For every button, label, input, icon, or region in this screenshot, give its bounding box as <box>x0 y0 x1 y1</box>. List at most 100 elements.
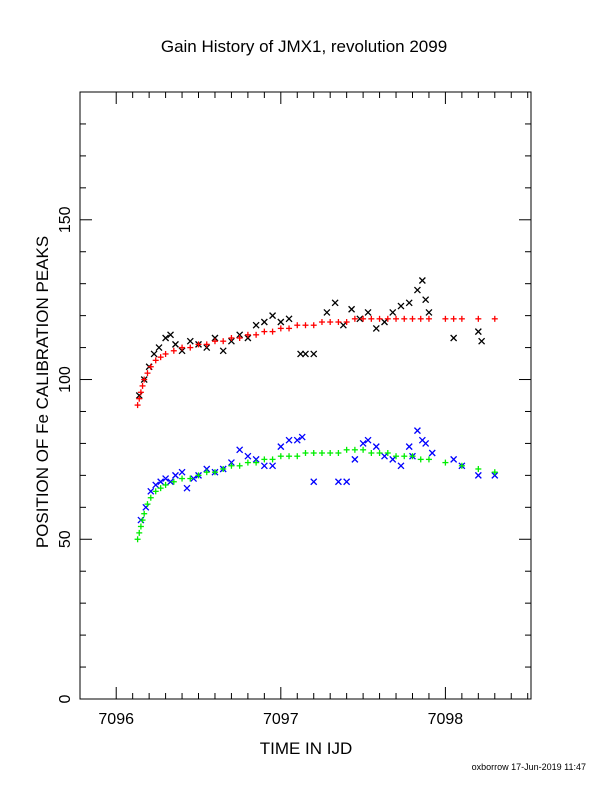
data-point <box>253 459 260 466</box>
data-point <box>397 462 405 470</box>
data-point <box>474 328 482 336</box>
data-point <box>228 462 235 469</box>
data-point <box>425 308 433 316</box>
data-point <box>302 322 309 329</box>
data-point <box>157 485 164 492</box>
y-tick-label: 0 <box>57 694 74 703</box>
data-point <box>220 465 227 472</box>
data-point <box>442 459 449 466</box>
data-point <box>458 462 465 469</box>
data-point <box>172 340 179 348</box>
data-point <box>359 439 367 447</box>
data-point <box>203 465 211 473</box>
data-point <box>152 357 159 364</box>
data-point <box>144 501 151 508</box>
data-point <box>450 455 458 463</box>
footer-stamp: oxborrow 17-Jun-2019 11:47 <box>472 762 586 772</box>
data-point <box>236 462 243 469</box>
data-point <box>157 478 165 486</box>
data-point <box>147 487 155 495</box>
data-point <box>269 328 276 335</box>
data-point <box>286 325 293 332</box>
data-point <box>183 484 191 492</box>
data-point <box>178 468 186 476</box>
data-point <box>285 315 293 323</box>
data-point <box>351 315 358 322</box>
data-point <box>294 322 301 329</box>
data-point <box>475 315 482 322</box>
data-point <box>310 450 317 457</box>
data-point <box>277 453 284 460</box>
data-point <box>405 443 413 451</box>
data-point <box>393 315 400 322</box>
data-point <box>195 341 202 348</box>
data-point <box>360 315 367 322</box>
y-tick-label: 100 <box>57 366 74 393</box>
data-point <box>139 517 146 524</box>
data-point <box>413 427 421 435</box>
data-point <box>211 469 218 476</box>
data-point <box>170 478 177 485</box>
axis-ticks <box>80 91 531 700</box>
data-point <box>450 315 457 322</box>
data-point <box>269 456 276 463</box>
data-point <box>190 475 198 483</box>
data-point <box>393 453 400 460</box>
data-point <box>277 318 285 326</box>
data-point <box>157 354 164 361</box>
x-axis-label: TIME IN IJD <box>260 739 353 758</box>
data-point <box>335 319 342 326</box>
data-point <box>269 462 277 470</box>
data-point <box>297 350 305 358</box>
data-point <box>401 453 408 460</box>
data-point <box>360 446 367 453</box>
data-point <box>405 299 413 307</box>
x-tick-label: 7098 <box>428 711 464 728</box>
data-point <box>162 334 170 342</box>
data-point <box>401 315 408 322</box>
data-point <box>155 344 163 352</box>
data-point <box>381 452 388 460</box>
data-point <box>211 338 218 345</box>
data-point <box>147 494 154 501</box>
data-point <box>244 331 251 338</box>
data-point <box>310 322 317 329</box>
data-point <box>417 456 424 463</box>
data-point <box>253 331 260 338</box>
data-point <box>381 318 388 326</box>
data-point <box>327 450 334 457</box>
data-point <box>302 350 309 358</box>
data-point <box>372 324 380 332</box>
chart-title: Gain History of JMX1, revolution 2099 <box>161 37 447 56</box>
data-point <box>179 475 186 482</box>
data-point <box>458 315 465 322</box>
data-point <box>187 344 194 351</box>
data-point <box>261 328 268 335</box>
data-point <box>339 321 347 329</box>
data-point <box>167 331 174 339</box>
data-point <box>298 433 306 441</box>
data-point <box>152 481 160 489</box>
data-point <box>491 469 498 476</box>
data-point <box>227 337 235 345</box>
data-point <box>389 455 397 463</box>
data-point <box>195 472 202 479</box>
data-point <box>364 436 372 444</box>
data-point <box>413 286 421 294</box>
data-point <box>491 315 498 322</box>
data-point <box>244 334 252 342</box>
data-point <box>286 453 293 460</box>
data-point <box>285 436 293 444</box>
data-point <box>228 334 235 341</box>
data-point <box>368 450 375 457</box>
data-point <box>144 370 151 377</box>
data-point <box>187 475 194 482</box>
data-point <box>343 478 351 486</box>
data-point <box>137 523 144 530</box>
data-point <box>422 296 430 304</box>
data-point <box>343 319 350 326</box>
data-point <box>137 389 144 396</box>
data-point <box>422 439 430 447</box>
y-tick-label: 50 <box>57 530 74 548</box>
data-point <box>252 455 260 463</box>
